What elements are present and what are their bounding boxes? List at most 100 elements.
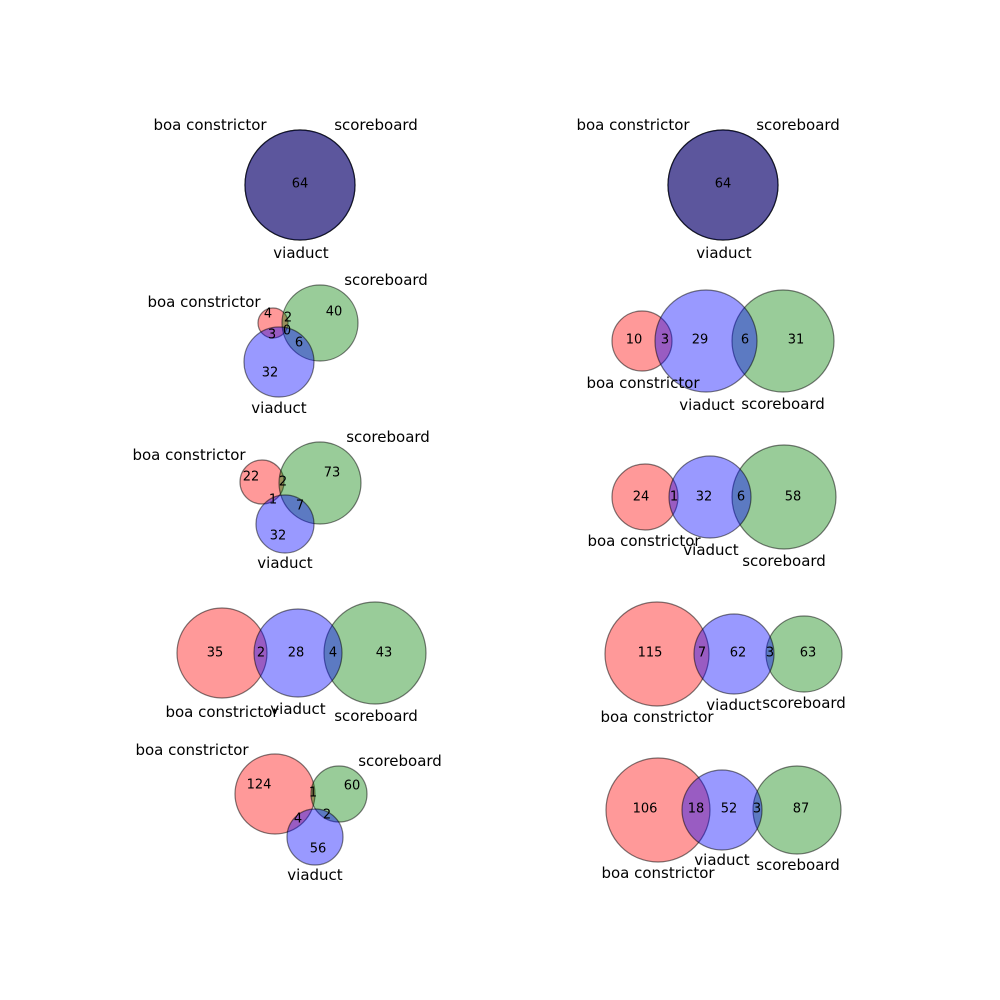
region-count-100: 24: [633, 490, 650, 505]
region-count-110: 1: [309, 786, 317, 801]
set-label-viaduct: viaduct: [679, 396, 735, 414]
set-label-boa-constrictor: boa constrictor: [147, 293, 261, 311]
circle-scoreboard: [752, 765, 842, 855]
region-count-100: 115: [638, 646, 663, 661]
circle-boa-constrictor: [176, 607, 268, 699]
region-count-101: 4: [294, 812, 302, 827]
set-label-scoreboard: scoreboard: [742, 552, 826, 570]
circle-viaduct: [654, 289, 758, 393]
set-label-viaduct: viaduct: [257, 554, 313, 572]
circle-scoreboard: [278, 441, 362, 525]
set-label-viaduct: viaduct: [683, 541, 739, 559]
set-label-viaduct: viaduct: [273, 244, 329, 262]
region-count-010: 40: [326, 305, 343, 320]
region-count-011: 6: [741, 333, 749, 348]
set-label-boa-constrictor: boa constrictor: [135, 741, 249, 759]
set-label-scoreboard: scoreboard: [334, 116, 418, 134]
set-label-boa-constrictor: boa constrictor: [132, 446, 246, 464]
venn-diagram-2: 64 boa constrictor scoreboard viaduct: [576, 116, 839, 262]
region-count-011: 2: [323, 808, 331, 823]
region-count-011: 3: [766, 646, 774, 661]
region-count-011: 3: [753, 802, 761, 817]
circle-viaduct: [253, 608, 343, 698]
region-count-110: 2: [284, 311, 292, 326]
circle-boa-constrictor: [239, 459, 285, 505]
circle-viaduct: [244, 129, 356, 241]
region-count-010: 73: [324, 466, 341, 481]
region-count-011: 6: [295, 336, 303, 351]
region-count-001: 62: [730, 646, 747, 661]
region-count-100: 22: [243, 470, 260, 485]
region-count-010: 58: [785, 490, 802, 505]
circle-scoreboard: [765, 615, 843, 693]
region-count-001: 28: [288, 646, 305, 661]
set-label-viaduct: viaduct: [251, 399, 307, 417]
set-label-boa-constrictor: boa constrictor: [587, 532, 701, 550]
circle-scoreboard: [323, 601, 427, 705]
circle-viaduct: [668, 455, 752, 539]
region-count-001: 32: [262, 366, 279, 381]
region-count-100: 4: [264, 307, 272, 322]
set-label-boa-constrictor: boa constrictor: [601, 864, 715, 882]
set-label-boa-constrictor: boa constrictor: [586, 374, 700, 392]
set-label-boa-constrictor: boa constrictor: [576, 116, 690, 134]
region-count-101: 3: [268, 328, 276, 343]
set-label-scoreboard: scoreboard: [762, 694, 846, 712]
set-label-viaduct: viaduct: [270, 700, 326, 718]
set-label-scoreboard: scoreboard: [358, 752, 442, 770]
region-count-010: 87: [793, 802, 810, 817]
circle-viaduct: [681, 769, 763, 851]
set-label-boa-constrictor: boa constrictor: [153, 116, 267, 134]
region-count-100: 124: [247, 778, 272, 793]
circle-viaduct: [286, 808, 344, 866]
set-label-scoreboard: scoreboard: [756, 856, 840, 874]
circle-viaduct: [243, 326, 315, 398]
venn-diagram-9: 124 41 60 56 2 boa constrictor scoreboard viadu…: [135, 741, 441, 884]
region-count-101: 18: [688, 802, 705, 817]
region-count-001: 52: [721, 802, 738, 817]
region-count-110: 2: [279, 475, 287, 490]
region-count-100: 106: [633, 802, 658, 817]
circle-boa-constrictor: [234, 753, 316, 835]
region-count-100: 10: [626, 333, 643, 348]
set-label-scoreboard: scoreboard: [756, 116, 840, 134]
circle-scoreboard: [731, 289, 835, 393]
circle-scoreboard: [731, 444, 837, 550]
region-count-101: 3: [661, 333, 669, 348]
circle-boa-constrictor: [604, 601, 710, 707]
set-label-boa-constrictor: boa constrictor: [600, 708, 714, 726]
region-count-010: 31: [788, 333, 805, 348]
circle-boa-constrictor: [611, 463, 679, 531]
venn-diagram-8: 115 7 63 62 3 boa constrictor scoreboardviaduc…: [600, 601, 846, 726]
set-label-scoreboard: scoreboard: [344, 271, 428, 289]
region-count-001: 32: [696, 490, 713, 505]
region-count-101: 7: [698, 646, 706, 661]
venn-diagram-10: 106 18 87 52 3 boa constrictor scoreboard viadu…: [601, 757, 842, 882]
region-count-111: 64: [292, 177, 309, 192]
circle-viaduct: [693, 613, 775, 695]
region-count-101: 1: [269, 493, 277, 508]
region-count-111: 64: [715, 177, 732, 192]
set-label-boa-constrictor: boa constrictor: [165, 703, 279, 721]
region-count-001: 56: [310, 842, 327, 857]
region-count-101: 2: [257, 646, 265, 661]
set-label-viaduct: viaduct: [706, 696, 762, 714]
set-label-viaduct: viaduct: [694, 851, 750, 869]
region-count-011: 7: [296, 499, 304, 514]
circle-scoreboard: [281, 284, 359, 362]
venn-diagram-1: 64 boa constrictor scoreboard viaduct: [153, 116, 417, 262]
region-count-100: 35: [207, 646, 224, 661]
region-count-001: 32: [270, 529, 287, 544]
circle-viaduct: [667, 129, 779, 241]
set-label-scoreboard: scoreboard: [741, 395, 825, 413]
circle-boa-constrictor: [257, 307, 289, 339]
region-count-011: 6: [737, 490, 745, 505]
set-label-viaduct: viaduct: [287, 866, 343, 884]
region-count-101: 1: [670, 490, 678, 505]
region-count-001: 29: [692, 333, 709, 348]
set-label-scoreboard: scoreboard: [334, 707, 418, 725]
venn-diagram-4: 10 3 31 29 6 boa constrictor scoreboard viaduct: [586, 289, 835, 414]
circle-viaduct: [255, 494, 315, 554]
